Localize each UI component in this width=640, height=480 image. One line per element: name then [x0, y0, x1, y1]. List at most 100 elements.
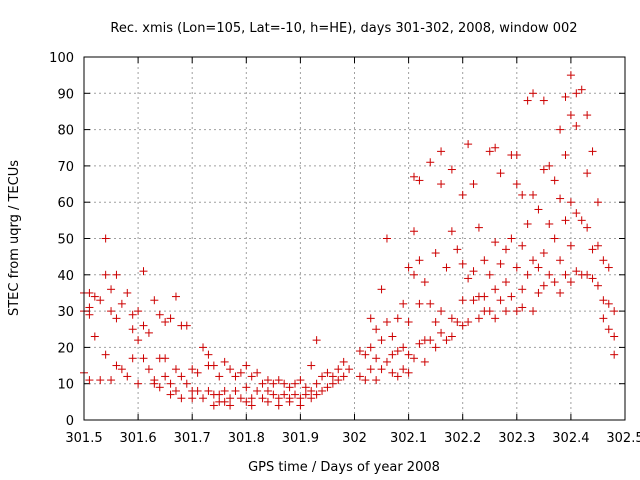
- data-point: [236, 394, 245, 403]
- data-point: [523, 96, 532, 105]
- data-point: [339, 372, 348, 381]
- data-point: [301, 383, 310, 392]
- data-point: [177, 394, 186, 403]
- y-tick-label: 0: [66, 414, 74, 429]
- data-point: [512, 151, 521, 160]
- data-point: [323, 383, 332, 392]
- data-point: [128, 354, 137, 363]
- data-point: [90, 332, 99, 341]
- data-point: [572, 267, 581, 276]
- data-point: [134, 336, 143, 345]
- data-point: [550, 176, 559, 185]
- data-point: [215, 372, 224, 381]
- data-point: [415, 256, 424, 265]
- x-tick-label: 301.7: [174, 431, 211, 446]
- data-point: [112, 361, 121, 370]
- data-point: [534, 205, 543, 214]
- data-point: [539, 281, 548, 290]
- data-point: [388, 332, 397, 341]
- data-point: [101, 270, 110, 279]
- data-point: [491, 238, 500, 247]
- data-point: [588, 147, 597, 156]
- data-point: [426, 336, 435, 345]
- data-point: [437, 328, 446, 337]
- data-point: [410, 227, 419, 236]
- data-point: [610, 350, 619, 359]
- data-point: [464, 274, 473, 283]
- data-point: [247, 394, 256, 403]
- data-point: [155, 383, 164, 392]
- data-point: [377, 365, 386, 374]
- data-point: [258, 394, 267, 403]
- data-point: [529, 256, 538, 265]
- chart-title: Rec. xmis (Lon=105, Lat=-10, h=HE), days…: [110, 21, 577, 36]
- y-tick-label: 80: [57, 124, 74, 139]
- data-point: [556, 194, 565, 203]
- data-point: [334, 376, 343, 385]
- data-point: [226, 394, 235, 403]
- data-point: [458, 259, 467, 268]
- data-point: [518, 241, 527, 250]
- data-point: [604, 263, 613, 272]
- data-point: [215, 390, 224, 399]
- data-point: [366, 343, 375, 352]
- x-tick-label: 302.1: [390, 431, 427, 446]
- data-point: [404, 368, 413, 377]
- data-point: [593, 198, 602, 207]
- data-point: [491, 285, 500, 294]
- data-point: [566, 111, 575, 120]
- data-point: [474, 314, 483, 323]
- data-point: [566, 241, 575, 250]
- x-tick-label: 301.8: [228, 431, 265, 446]
- data-point: [442, 336, 451, 345]
- data-point: [139, 321, 148, 330]
- data-point: [415, 176, 424, 185]
- data-point: [556, 125, 565, 134]
- data-point: [144, 328, 153, 337]
- data-point: [377, 285, 386, 294]
- data-point: [128, 310, 137, 319]
- data-point: [458, 296, 467, 305]
- data-point: [496, 169, 505, 178]
- data-point: [96, 296, 105, 305]
- data-point: [577, 85, 586, 94]
- data-point: [166, 390, 175, 399]
- y-tick-label: 90: [57, 87, 74, 102]
- data-point: [518, 303, 527, 312]
- data-point: [593, 281, 602, 290]
- data-point: [604, 325, 613, 334]
- data-point: [366, 314, 375, 323]
- data-point: [458, 190, 467, 199]
- data-point: [399, 299, 408, 308]
- data-point: [242, 383, 251, 392]
- data-point: [107, 376, 116, 385]
- data-point: [134, 379, 143, 388]
- data-point: [150, 296, 159, 305]
- data-point: [599, 256, 608, 265]
- data-point: [382, 357, 391, 366]
- data-point: [447, 227, 456, 236]
- data-point: [545, 161, 554, 170]
- data-point: [485, 147, 494, 156]
- data-point: [161, 372, 170, 381]
- data-point: [220, 397, 229, 406]
- x-tick-label: 301.6: [119, 431, 156, 446]
- data-point: [566, 71, 575, 80]
- data-point: [231, 372, 240, 381]
- data-point: [307, 361, 316, 370]
- data-point: [561, 270, 570, 279]
- data-point: [561, 151, 570, 160]
- data-point: [583, 270, 592, 279]
- data-point: [312, 379, 321, 388]
- data-point: [361, 350, 370, 359]
- data-point: [204, 350, 213, 359]
- data-point: [453, 317, 462, 326]
- data-point: [550, 234, 559, 243]
- data-point: [263, 376, 272, 385]
- data-point: [469, 296, 478, 305]
- data-point: [437, 180, 446, 189]
- data-point: [523, 219, 532, 228]
- data-point: [393, 314, 402, 323]
